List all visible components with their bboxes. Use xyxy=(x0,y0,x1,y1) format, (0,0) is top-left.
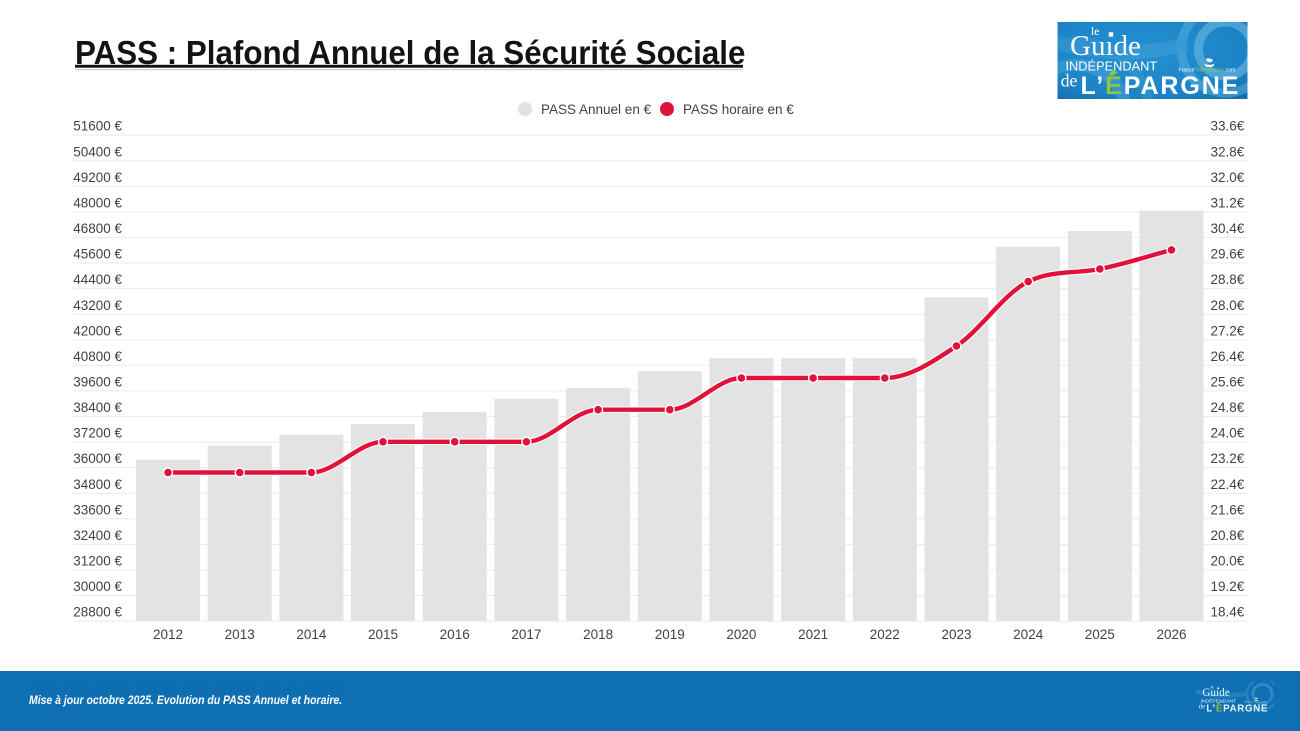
svg-text:50400 €: 50400 € xyxy=(73,144,122,159)
svg-text:44400 €: 44400 € xyxy=(73,272,122,287)
svg-text:L’ÉPARGNE: L’ÉPARGNE xyxy=(1081,71,1241,100)
svg-text:48000 €: 48000 € xyxy=(73,195,122,210)
svg-text:49200 €: 49200 € xyxy=(73,170,122,185)
svg-text:2021: 2021 xyxy=(798,627,828,642)
svg-text:26.4€: 26.4€ xyxy=(1211,349,1245,364)
svg-text:29.6€: 29.6€ xyxy=(1211,247,1245,262)
svg-text:2017: 2017 xyxy=(511,627,541,642)
svg-text:Mise à jour octobre 2025. Evol: Mise à jour octobre 2025. Evolution du P… xyxy=(35,683,348,696)
svg-text:2026: 2026 xyxy=(1156,627,1186,642)
svg-text:22.4€: 22.4€ xyxy=(1211,477,1245,492)
svg-text:2023: 2023 xyxy=(941,627,971,642)
svg-text:2019: 2019 xyxy=(655,627,685,642)
svg-text:19.2€: 19.2€ xyxy=(1211,579,1245,594)
svg-text:32400 €: 32400 € xyxy=(73,528,122,543)
svg-text:45600 €: 45600 € xyxy=(73,247,122,262)
svg-text:39600 €: 39600 € xyxy=(73,375,122,390)
svg-text:33600 €: 33600 € xyxy=(73,502,122,517)
svg-text:2018: 2018 xyxy=(583,627,613,642)
svg-text:28.0€: 28.0€ xyxy=(1211,298,1245,313)
svg-text:2012: 2012 xyxy=(153,627,183,642)
svg-text:le: le xyxy=(1210,684,1213,689)
svg-text:Guıde: Guıde xyxy=(1070,30,1141,62)
svg-text:30.4€: 30.4€ xyxy=(1211,221,1245,236)
svg-text:24.0€: 24.0€ xyxy=(1211,426,1245,441)
svg-text:INDÉPENDANT: INDÉPENDANT xyxy=(1201,697,1236,704)
svg-text:24.8€: 24.8€ xyxy=(1211,400,1245,415)
svg-text:2014: 2014 xyxy=(296,627,327,642)
svg-text:42000 €: 42000 € xyxy=(73,323,122,338)
svg-text:28800 €: 28800 € xyxy=(73,605,122,620)
svg-text:Mise à jour octobre 2025. Evol: Mise à jour octobre 2025. Evolution du P… xyxy=(29,695,342,708)
svg-text:32.8€: 32.8€ xyxy=(1211,144,1245,159)
svg-text:2024: 2024 xyxy=(1013,627,1044,642)
svg-text:30000 €: 30000 € xyxy=(73,579,122,594)
svg-text:23.2€: 23.2€ xyxy=(1211,451,1245,466)
svg-text:FranceTransactions.com: FranceTransactions.com xyxy=(1244,701,1266,704)
svg-text:25.6€: 25.6€ xyxy=(1211,375,1245,390)
svg-text:31200 €: 31200 € xyxy=(73,554,122,569)
svg-text:20.8€: 20.8€ xyxy=(1211,528,1245,543)
svg-text:2013: 2013 xyxy=(225,627,255,642)
svg-text:PASS horaire en €: PASS horaire en € xyxy=(683,102,794,117)
svg-text:Guıde: Guıde xyxy=(1202,687,1229,699)
svg-text:20.0€: 20.0€ xyxy=(1211,554,1245,569)
svg-text:2015: 2015 xyxy=(368,627,398,642)
svg-text:31.2€: 31.2€ xyxy=(1211,195,1245,210)
svg-text:21.6€: 21.6€ xyxy=(1211,502,1245,517)
svg-text:38400 €: 38400 € xyxy=(73,400,122,415)
svg-text:27.2€: 27.2€ xyxy=(1211,323,1245,338)
svg-text:le: le xyxy=(1091,26,1099,38)
svg-text:de: de xyxy=(1061,71,1078,91)
svg-text:18.4€: 18.4€ xyxy=(1211,605,1245,620)
svg-text:FranceTransactions.com: FranceTransactions.com xyxy=(1179,68,1236,74)
svg-text:34800 €: 34800 € xyxy=(73,477,122,492)
svg-text:2025: 2025 xyxy=(1085,627,1115,642)
svg-text:36000 €: 36000 € xyxy=(73,451,122,466)
svg-text:51600 €: 51600 € xyxy=(73,119,122,134)
svg-text:PASS Annuel en €: PASS Annuel en € xyxy=(541,102,652,117)
svg-text:37200 €: 37200 € xyxy=(73,426,122,441)
svg-text:32.0€: 32.0€ xyxy=(1211,170,1245,185)
svg-text:33.6€: 33.6€ xyxy=(1211,119,1245,134)
svg-text:INDÉPENDANT: INDÉPENDANT xyxy=(1066,59,1158,74)
svg-text:2016: 2016 xyxy=(440,627,470,642)
svg-text:L’ÉPARGNE: L’ÉPARGNE xyxy=(1206,703,1268,714)
svg-text:2020: 2020 xyxy=(726,627,756,642)
svg-text:de: de xyxy=(1199,704,1205,711)
svg-text:28.8€: 28.8€ xyxy=(1211,272,1245,287)
svg-text:2022: 2022 xyxy=(870,627,900,642)
svg-text:43200 €: 43200 € xyxy=(73,298,122,313)
svg-text:46800 €: 46800 € xyxy=(73,221,122,236)
svg-text:40800 €: 40800 € xyxy=(73,349,122,364)
